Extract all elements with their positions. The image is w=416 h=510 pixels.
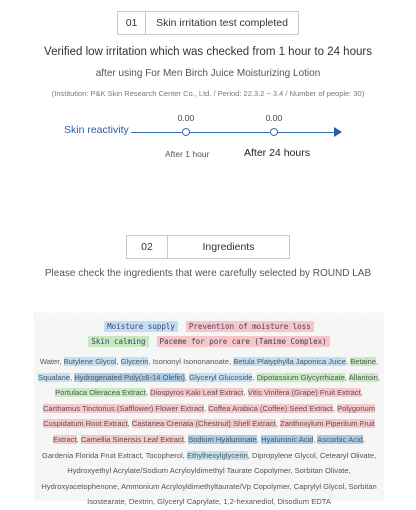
ingredient-highlight: Portulaca Oleracea Extract [55, 388, 146, 398]
ingredients-intro: Please check the ingredients that were c… [44, 268, 372, 279]
arrow-right-icon [334, 127, 342, 137]
skin-reactivity-chart: Skin reactivity 0.00 0.00 After 1 hour A… [0, 112, 416, 162]
verified-text: Verified low irritation which was checke… [44, 46, 372, 58]
section-tag-ingredients: 02 Ingredients [126, 235, 290, 259]
ingredient-text: , [76, 434, 81, 444]
ingredient-text: , [360, 388, 363, 398]
ingredient-highlight: Camellia Sinensis Leaf Extract [80, 434, 184, 444]
ingredient-highlight: Betula Platyphylla Japonica Juice [233, 357, 347, 366]
section-title: Ingredients [202, 241, 255, 253]
ingredient-highlight: Coffea Arabica (Coffee) Seed Extract [208, 403, 333, 413]
ingredient-text: , [127, 419, 132, 429]
ingredient-text: , [203, 403, 209, 413]
legend-moisture-supply: Moisture supply [104, 321, 178, 332]
value-24h: 0.00 [265, 113, 283, 123]
ingredient-highlight: Castanea Crenata (Chestnut) Shell Extrac… [131, 419, 276, 429]
ingredient-text: , [346, 357, 351, 366]
ingredient-highlight: Squalane [38, 372, 71, 382]
ingredient-text: , Isononyl Isononanoate, [148, 357, 234, 366]
section-number: 02 [127, 236, 168, 258]
section-tag-irritation-test: 01 Skin irritation test completed [117, 11, 299, 35]
ingredient-text: , [252, 372, 257, 382]
ingredients-list: Water, Butylene Glycol, Glycerin, Isonon… [38, 354, 380, 510]
ingredient-text: , [313, 434, 318, 444]
time-label-1h: After 1 hour [165, 149, 210, 159]
ingredient-text: , [70, 372, 75, 382]
ingredient-text: , [183, 434, 189, 444]
ingredient-highlight: Allantoin [348, 372, 378, 382]
ingredient-text: , [376, 357, 379, 366]
ingredient-highlight: Vitis Vinifera (Grape) Fruit Extract [247, 388, 361, 398]
ingredient-highlight: Ethylhexylglycerin [186, 450, 248, 460]
product-text: after using For Men Birch Juice Moisturi… [95, 68, 321, 79]
ingredient-text: Water, [39, 357, 64, 366]
ingredient-highlight: Glycerin [120, 357, 149, 366]
test-details: (Institution: P&K Skin Research Center C… [51, 89, 365, 98]
time-label-24h: After 24 hours [244, 147, 310, 159]
section-title: Skin irritation test completed [156, 17, 288, 29]
ingredient-highlight: Betaine [350, 357, 377, 366]
ingredient-text: , Gardenia Florida Fruit Extract, Tocoph… [41, 434, 365, 460]
ingredients-panel: Moisture supply Prevention of moisture l… [34, 308, 384, 506]
ingredient-highlight: Hyaluronic Acid [261, 434, 314, 444]
ingredient-text: , [344, 372, 349, 382]
value-1h: 0.00 [177, 113, 195, 123]
reactivity-label: Skin reactivity [64, 124, 129, 136]
section-number: 01 [118, 12, 147, 34]
ingredient-highlight: Diospyros Kaki Leaf Extract [150, 388, 244, 398]
ingredient-highlight: Sodium Hyaluronate [188, 434, 257, 444]
ingredient-highlight: Hydrogenated Poly(c6-14 Olefin) [74, 372, 185, 382]
timeline-axis [131, 132, 336, 133]
ingredient-text: , [256, 434, 262, 444]
ingredient-highlight: Glyceryl Glucoside [189, 372, 253, 382]
ingredient-text: , [377, 372, 380, 382]
ingredient-text: , [145, 388, 151, 398]
timeline-point-24h [270, 128, 278, 136]
ingredient-highlight: Ascorbic Acid [317, 434, 363, 444]
legend-prevention: Prevention of moisture loss [185, 321, 314, 332]
ingredient-text: , [184, 372, 190, 382]
ingredient-text: , [116, 357, 121, 366]
ingredient-highlight: Dipotassium Glycyrrhizate [256, 372, 345, 382]
legend-skin-calming: Skin calming [88, 336, 149, 347]
ingredient-highlight: Butylene Glycol [63, 357, 117, 366]
ingredient-text: , [332, 403, 338, 413]
timeline-point-1h [182, 128, 190, 136]
ingredient-text: , [243, 388, 248, 398]
ingredient-highlight: Carthamus Tinctorius (Safflower) Flower … [42, 403, 204, 413]
ingredient-text: , [275, 419, 280, 429]
legend-pore-care: Paceme for pore care (Tamime Complex) [156, 336, 330, 347]
